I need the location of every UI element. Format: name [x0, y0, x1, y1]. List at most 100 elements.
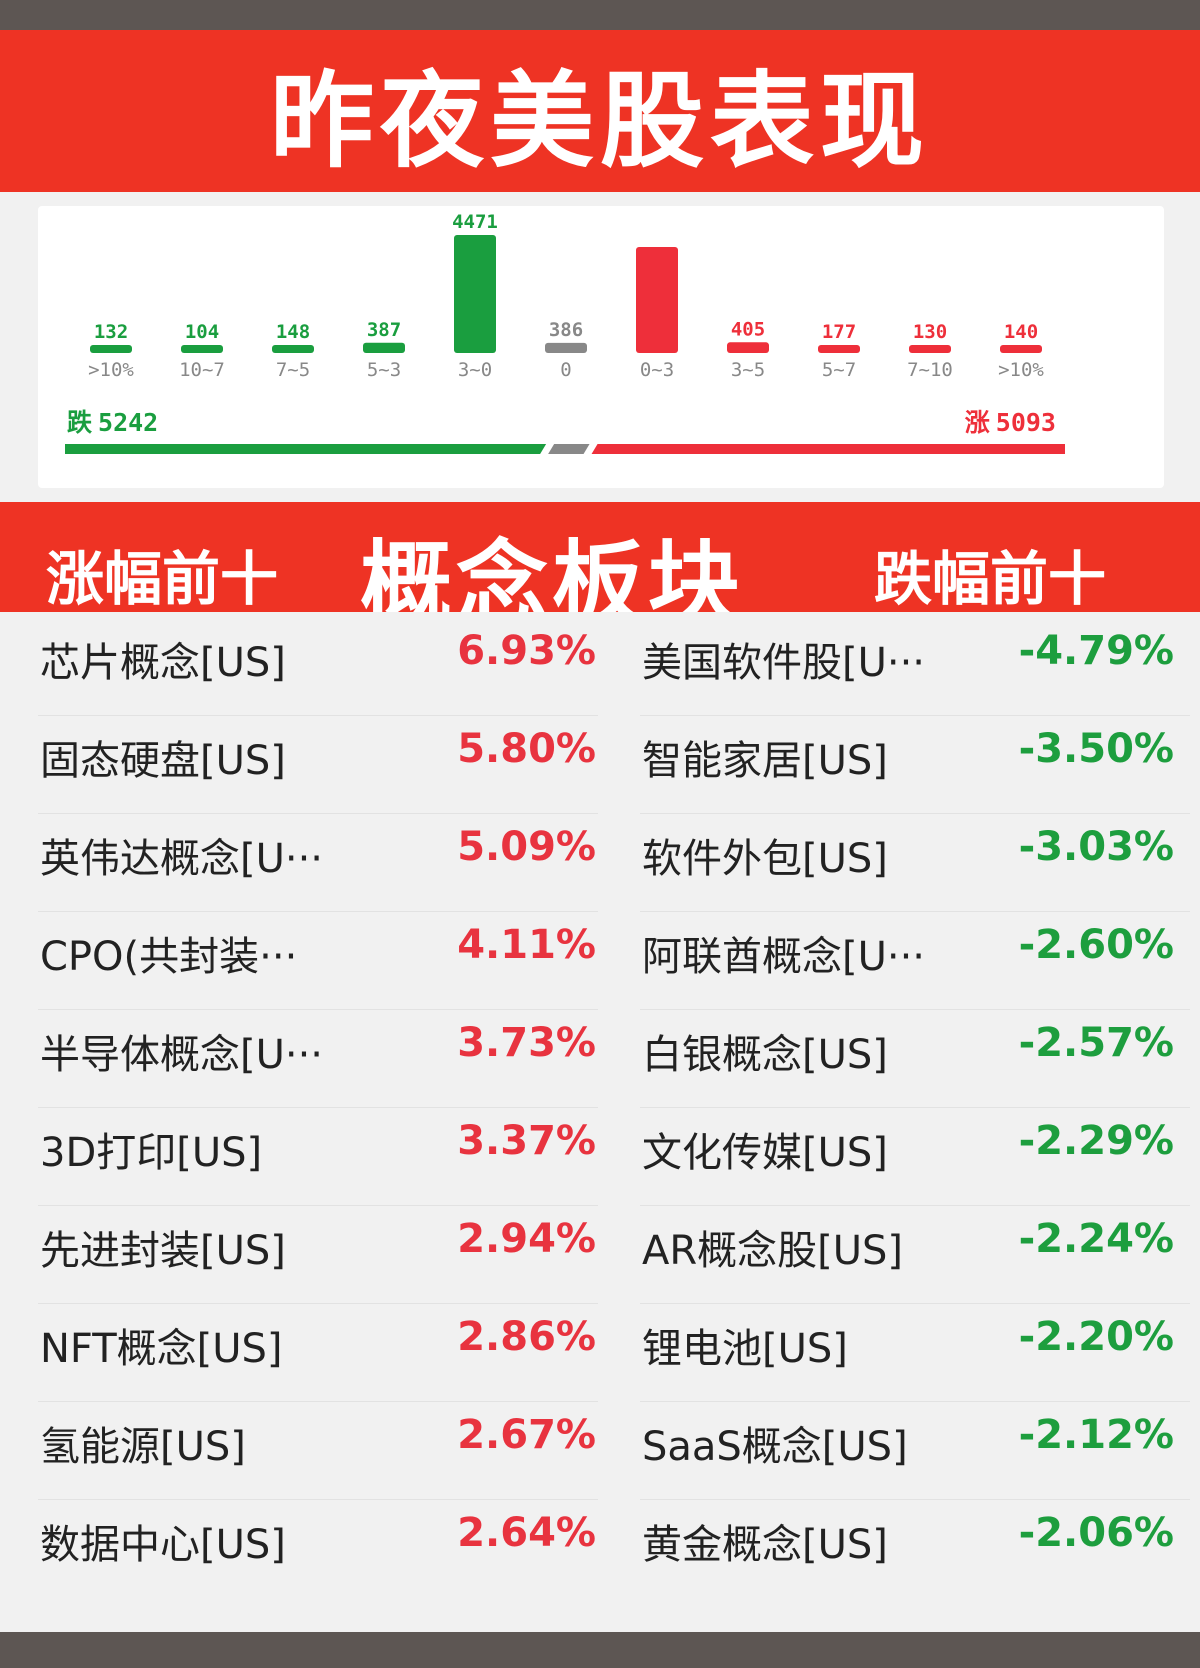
loser-name: 锂电池[US]: [642, 1326, 848, 1372]
rise-proportion-bar: [591, 444, 1065, 454]
row-divider: [38, 715, 598, 716]
row-divider: [640, 1499, 1190, 1500]
gainer-name: 数据中心[US]: [40, 1522, 286, 1568]
gainer-name: 固态硬盘[US]: [40, 738, 286, 784]
loser-change: -2.20%: [1018, 1314, 1174, 1360]
loser-change: -2.06%: [1018, 1510, 1174, 1556]
bar-value-label: 405: [731, 318, 765, 340]
fall-label: 跌: [67, 408, 92, 437]
row-divider: [640, 715, 1190, 716]
loser-name: 阿联酋概念[U···: [642, 934, 926, 980]
distribution-bar: [1000, 345, 1042, 353]
distribution-bar: [909, 345, 951, 353]
bar-category-label: 10~7: [179, 359, 225, 381]
table-row: 3D打印[US] 3.37% 文化传媒[US] -2.29%: [0, 1102, 1200, 1206]
row-divider: [38, 1009, 598, 1010]
distribution-bar: [363, 342, 405, 353]
concept-band: 涨幅前十 概念板块 跌幅前十: [0, 502, 1200, 638]
distribution-bar: [636, 247, 678, 353]
row-divider: [38, 1401, 598, 1402]
loser-change: -2.60%: [1018, 922, 1174, 968]
bar-value-label: 386: [549, 319, 583, 341]
bar-category-label: 3~0: [458, 359, 492, 381]
loser-name: AR概念股[US]: [642, 1228, 904, 1274]
gainer-name: 芯片概念[US]: [40, 640, 286, 686]
gainer-change: 3.37%: [457, 1118, 596, 1164]
loser-change: -4.79%: [1018, 628, 1174, 674]
loser-name: 软件外包[US]: [642, 836, 888, 882]
bar-value-label: 177: [822, 321, 856, 343]
bar-category-label: >10%: [88, 359, 134, 381]
loser-change: -2.57%: [1018, 1020, 1174, 1066]
distribution-bar: [818, 345, 860, 353]
row-divider: [38, 911, 598, 912]
bar-value-label: 140: [1004, 321, 1038, 343]
gainer-change: 2.94%: [457, 1216, 596, 1262]
table-row: 芯片概念[US] 6.93% 美国软件股[U··· -4.79%: [0, 612, 1200, 716]
row-divider: [640, 1107, 1190, 1108]
distribution-bar: [181, 345, 223, 353]
loser-name: 白银概念[US]: [642, 1032, 888, 1078]
bar-category-label: 7~5: [276, 359, 310, 381]
bar-value-label: 104: [185, 321, 219, 343]
bar-value-label: 132: [94, 321, 128, 343]
fall-count-label: 跌 5242: [67, 408, 158, 437]
gainer-name: 氢能源[US]: [40, 1424, 246, 1470]
chart-area: 132 >10% 104 10~7 148 7~5 387 5~3 4471 3~0 386 0 0~3…: [0, 192, 1200, 502]
distribution-bar: [727, 342, 769, 353]
bar-category-label: 5~3: [367, 359, 401, 381]
loser-name: 美国软件股[U···: [642, 640, 926, 686]
gainer-name: 半导体概念[U···: [40, 1032, 324, 1078]
loser-name: SaaS概念[US]: [642, 1424, 908, 1470]
row-divider: [38, 1205, 598, 1206]
flat-proportion-bar: [548, 444, 590, 454]
row-divider: [640, 1401, 1190, 1402]
fall-count: 5242: [98, 408, 158, 437]
table-row: NFT概念[US] 2.86% 锂电池[US] -2.20%: [0, 1298, 1200, 1402]
bar-value-label: 387: [367, 319, 401, 341]
distribution-chart-card: 132 >10% 104 10~7 148 7~5 387 5~3 4471 3~0 386 0 0~3…: [38, 206, 1164, 488]
loser-change: -2.12%: [1018, 1412, 1174, 1458]
gainer-change: 2.64%: [457, 1510, 596, 1556]
gainer-name: NFT概念[US]: [40, 1326, 283, 1372]
gainer-name: 英伟达概念[U···: [40, 836, 324, 882]
gainer-change: 5.80%: [457, 726, 596, 772]
fall-proportion-bar: [65, 444, 547, 454]
loser-change: -2.29%: [1018, 1118, 1174, 1164]
gainer-change: 5.09%: [457, 824, 596, 870]
top-losers-label: 跌幅前十: [874, 545, 1107, 613]
row-divider: [38, 1107, 598, 1108]
gainer-name: 3D打印[US]: [40, 1130, 263, 1176]
row-divider: [640, 1205, 1190, 1206]
distribution-bar: [90, 345, 132, 353]
loser-name: 黄金概念[US]: [642, 1522, 888, 1568]
loser-change: -3.50%: [1018, 726, 1174, 772]
gainer-change: 6.93%: [457, 628, 596, 674]
bar-category-label: 5~7: [822, 359, 856, 381]
top-strip: [0, 0, 1200, 30]
bar-category-label: 3~5: [731, 359, 765, 381]
row-divider: [640, 1009, 1190, 1010]
gainer-change: 2.67%: [457, 1412, 596, 1458]
gainer-name: CPO(共封装···: [40, 934, 298, 980]
gainer-change: 3.73%: [457, 1020, 596, 1066]
row-divider: [640, 813, 1190, 814]
table-row: 数据中心[US] 2.64% 黄金概念[US] -2.06%: [0, 1494, 1200, 1598]
page-title: 昨夜美股表现: [269, 59, 930, 182]
table-row: 半导体概念[U··· 3.73% 白银概念[US] -2.57%: [0, 1004, 1200, 1108]
row-divider: [38, 1303, 598, 1304]
bar-category-label: 0: [560, 359, 571, 381]
distribution-bar: [545, 342, 587, 353]
rise-count: 5093: [996, 408, 1056, 437]
top-gainers-label: 涨幅前十: [46, 545, 279, 613]
row-divider: [640, 1303, 1190, 1304]
loser-change: -3.03%: [1018, 824, 1174, 870]
gainer-change: 4.11%: [457, 922, 596, 968]
table-row: 英伟达概念[U··· 5.09% 软件外包[US] -3.03%: [0, 808, 1200, 912]
table-row: 固态硬盘[US] 5.80% 智能家居[US] -3.50%: [0, 710, 1200, 814]
table-row: CPO(共封装··· 4.11% 阿联酋概念[U··· -2.60%: [0, 906, 1200, 1010]
gainer-name: 先进封装[US]: [40, 1228, 286, 1274]
row-divider: [38, 1499, 598, 1500]
gainer-change: 2.86%: [457, 1314, 596, 1360]
table-row: 氢能源[US] 2.67% SaaS概念[US] -2.12%: [0, 1396, 1200, 1500]
